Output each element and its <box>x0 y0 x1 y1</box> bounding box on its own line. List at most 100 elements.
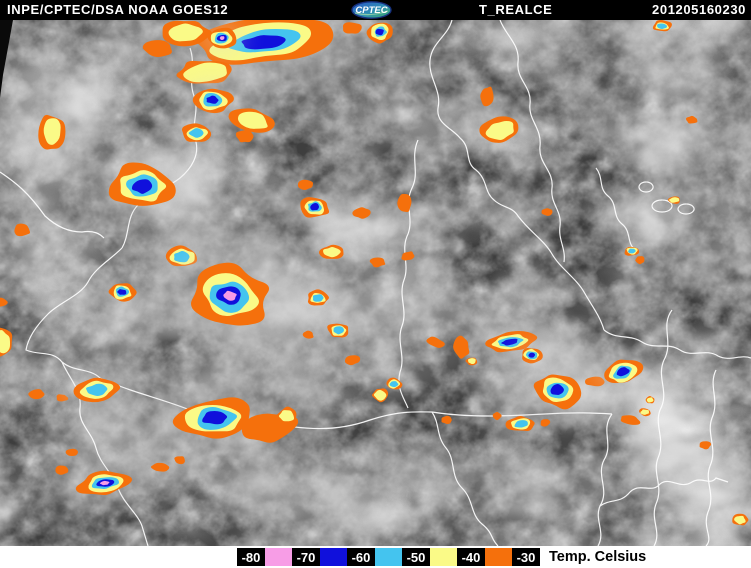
legend-temp-label: -40 <box>457 548 485 566</box>
border-line <box>638 181 695 215</box>
storm-cell-level-2 <box>514 420 528 428</box>
storm-cell-level-2 <box>86 383 108 396</box>
storm-cell-level-1 <box>467 358 476 365</box>
legend-color-swatch <box>265 548 292 566</box>
storm-cell-level-0 <box>686 115 698 124</box>
storm-cell-level-3 <box>310 203 319 211</box>
storm-cell-level-1 <box>183 62 227 83</box>
storm-cell-level-0 <box>302 330 314 339</box>
storm-cell-level-3 <box>528 352 536 358</box>
storm-cell-level-0 <box>174 456 185 465</box>
border-line <box>595 167 637 251</box>
storm-cell-level-3 <box>241 35 286 50</box>
cloud-patch <box>570 22 690 78</box>
storm-cell-level-4 <box>99 480 110 486</box>
scan-edge-mask <box>0 20 13 98</box>
product-title: T_REALCE <box>479 2 553 17</box>
storm-cell-level-0 <box>297 179 314 191</box>
storm-cell-level-0 <box>369 257 386 268</box>
storm-cell-level-0 <box>453 335 470 359</box>
storm-cell-level-0 <box>65 448 78 456</box>
legend-temp-label: -60 <box>347 548 375 566</box>
enhanced-storm-cells <box>0 20 749 526</box>
storm-cell-level-2 <box>657 23 668 29</box>
cptec-logo: CPTEC <box>351 1 392 19</box>
temperature-scale: -80 -70 -60 -50 -40 -30 Temp. Celsius <box>237 548 646 566</box>
storm-cell-level-3 <box>117 289 127 295</box>
storm-cell-level-1 <box>646 397 654 403</box>
border-line <box>599 477 729 507</box>
storm-cell-level-1 <box>278 410 295 422</box>
legend-temp-label: -80 <box>237 548 265 566</box>
border-line <box>429 20 605 331</box>
storm-cell-level-3 <box>375 28 384 36</box>
border-line <box>653 309 673 546</box>
border-line <box>431 411 499 546</box>
legend-temp-label: -50 <box>402 548 430 566</box>
cptec-logo-text: CPTEC <box>355 5 387 16</box>
legend-temp-label: -30 <box>512 548 540 566</box>
storm-cell-level-4 <box>223 290 237 301</box>
storm-cell-level-4 <box>219 36 225 40</box>
storm-cell-level-3 <box>202 410 228 425</box>
storm-cell-level-2 <box>389 381 399 388</box>
storm-cell-level-0 <box>540 419 551 427</box>
storm-cell-level-0 <box>235 129 254 143</box>
storm-cell-level-2 <box>628 248 636 254</box>
storm-cell-level-1 <box>237 111 268 129</box>
legend-color-swatch <box>320 548 347 566</box>
border-line <box>597 413 613 546</box>
product-name: INPE/CPTEC/DSA NOAA GOES12 <box>7 2 229 17</box>
storm-cell-level-0 <box>401 251 415 261</box>
legend-bar: -80 -70 -60 -50 -40 -30 Temp. Celsius <box>0 546 751 568</box>
storm-cell-level-0 <box>142 40 172 57</box>
storm-cell-level-0 <box>344 355 361 366</box>
storm-cell-level-0 <box>441 415 452 424</box>
cloud-patch <box>550 442 751 518</box>
border-line <box>25 247 123 379</box>
storm-cell-level-1 <box>168 23 203 42</box>
storm-cell-level-0 <box>28 389 45 400</box>
storm-cell-level-1 <box>323 246 341 258</box>
storm-cell-level-0 <box>150 462 170 472</box>
storm-cell-level-2 <box>312 294 324 302</box>
storm-cell-level-0 <box>55 465 69 475</box>
satellite-map <box>0 20 751 546</box>
storm-cell-level-1 <box>485 120 514 141</box>
border-line <box>603 329 751 359</box>
storm-cell-level-0 <box>342 22 362 34</box>
storm-cell-level-3 <box>550 384 564 395</box>
cloud-patch <box>0 40 130 140</box>
legend-color-swatch <box>485 548 512 566</box>
storm-cell-level-1 <box>373 389 387 401</box>
storm-cell-level-2 <box>174 250 190 263</box>
storm-cell-level-0 <box>0 297 8 307</box>
storm-cell-level-0 <box>635 256 645 265</box>
storm-cell-level-0 <box>620 415 641 425</box>
legend-temp-label: -70 <box>292 548 320 566</box>
storm-cell-level-0 <box>397 193 412 213</box>
storm-cell-level-0 <box>480 86 494 107</box>
border-line <box>0 171 105 239</box>
border-line <box>705 369 717 546</box>
storm-cell-level-1 <box>43 118 61 145</box>
storm-cell-level-3 <box>501 338 518 346</box>
storm-cell-level-0 <box>699 441 712 450</box>
storm-cell-level-3 <box>616 367 630 377</box>
storm-cell-level-0 <box>426 336 445 348</box>
storm-cell-level-0 <box>541 208 553 216</box>
border-line <box>499 20 565 263</box>
storm-cell-level-1 <box>734 515 746 525</box>
border-line <box>398 139 419 409</box>
storm-cell-level-1 <box>668 197 680 203</box>
cloud-patch <box>210 445 630 535</box>
storm-cell-level-0 <box>352 207 371 219</box>
legend-color-swatch <box>375 548 402 566</box>
timestamp: 201205160230 <box>652 2 746 17</box>
storm-cell-level-0 <box>14 223 31 237</box>
storm-cell-level-1 <box>640 409 650 415</box>
legend-unit-label: Temp. Celsius <box>549 549 647 565</box>
storm-cell-level-3 <box>131 179 153 194</box>
legend-color-swatch <box>430 548 457 566</box>
